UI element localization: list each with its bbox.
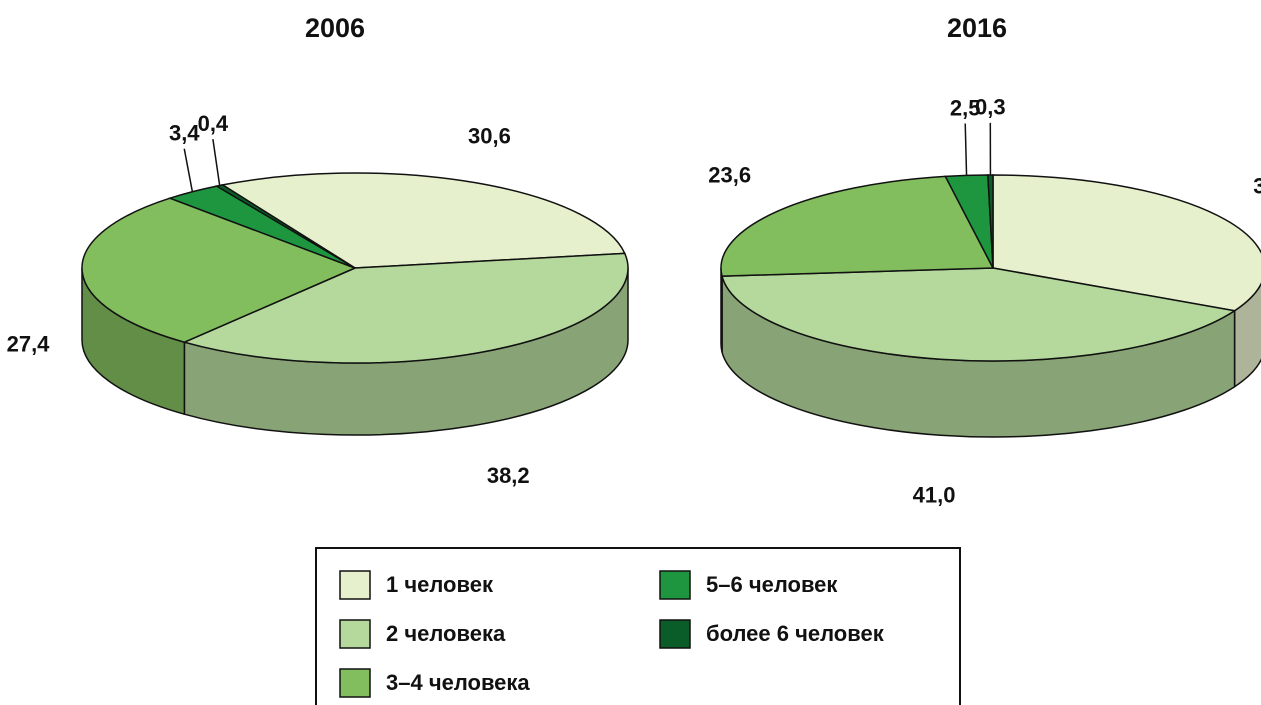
legend-label: 5–6 человек <box>706 572 838 597</box>
legend-label: 1 человек <box>386 572 494 597</box>
pie-slice <box>182 252 629 364</box>
leader-line <box>964 123 968 176</box>
pie-side <box>720 267 723 353</box>
data-label: 38,2 <box>487 463 530 488</box>
legend-swatch <box>339 570 371 600</box>
legend-swatch <box>339 668 371 698</box>
data-label: 32,6 <box>1253 174 1261 199</box>
leader-line <box>183 148 194 192</box>
legend-swatch <box>659 570 691 600</box>
pie-slice <box>720 175 995 277</box>
pie-slice <box>992 174 1261 312</box>
chart-title: 2016 <box>947 13 1007 43</box>
data-label: 0,3 <box>975 95 1006 120</box>
legend-swatch <box>659 619 691 649</box>
legend-label: более 6 человек <box>706 621 885 646</box>
legend-label: 2 человека <box>386 621 506 646</box>
legend-label: 3–4 человека <box>386 670 530 695</box>
data-label: 23,6 <box>708 162 751 187</box>
pie-slice <box>220 172 626 269</box>
pie-slice <box>81 197 357 343</box>
chart-title: 2006 <box>305 13 365 43</box>
leader-line <box>212 139 221 186</box>
pie-slice <box>987 174 994 269</box>
data-label: 27,4 <box>7 331 51 356</box>
data-label: 41,0 <box>913 482 956 507</box>
pie-slice <box>214 184 356 269</box>
data-label: 3,4 <box>169 121 200 146</box>
data-label: 0,4 <box>198 111 229 136</box>
legend-swatch <box>339 619 371 649</box>
legend-box <box>315 547 961 705</box>
data-label: 2,5 <box>950 95 981 120</box>
data-label: 30,6 <box>468 124 511 149</box>
pie-slice <box>721 267 1237 362</box>
